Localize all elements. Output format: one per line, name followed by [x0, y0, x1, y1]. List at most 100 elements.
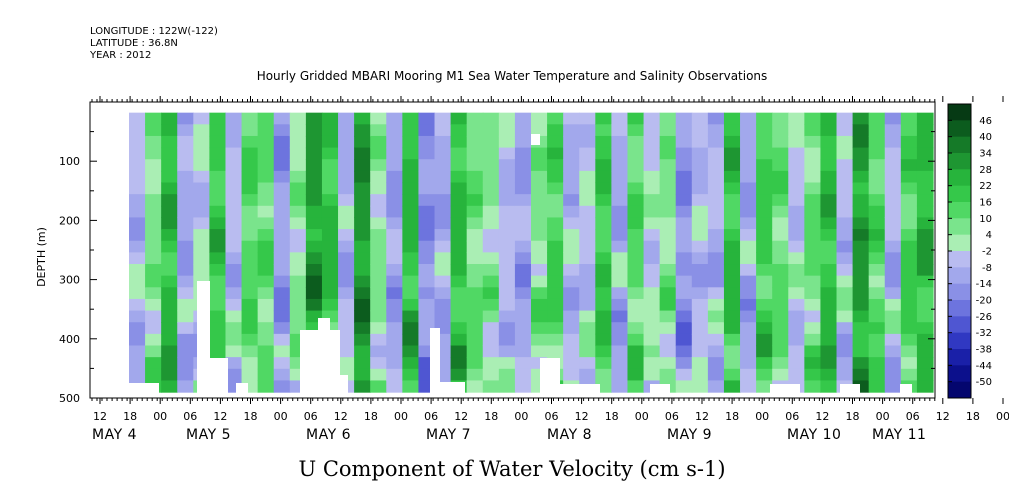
heatmap-cell [595, 333, 612, 347]
heatmap-cell [514, 229, 532, 242]
heatmap-cell [531, 217, 548, 230]
heatmap-cell [370, 275, 387, 288]
heatmap-cell [321, 264, 339, 277]
heatmap-cell [868, 275, 886, 288]
colorbar-label: -38 [976, 345, 992, 356]
x-day-label: MAY 10 [787, 427, 841, 443]
heatmap-cell [338, 345, 355, 358]
heatmap-cell [852, 240, 870, 253]
heatmap-cell [836, 124, 854, 137]
heatmap-cell [402, 182, 420, 195]
heatmap-cell [531, 205, 548, 219]
heatmap-cell [177, 205, 194, 219]
heatmap-cell [659, 357, 677, 370]
heatmap-cell [129, 135, 146, 149]
data-gap [650, 384, 670, 398]
heatmap-cell [563, 264, 580, 277]
heatmap-cell [177, 194, 194, 207]
heatmap-cell [145, 135, 162, 149]
heatmap-cell [836, 322, 854, 335]
heatmap-cell [418, 205, 436, 219]
heatmap-cell [225, 194, 243, 207]
heatmap-cells [129, 112, 934, 393]
heatmap-cell [740, 217, 757, 230]
heatmap-cell [434, 124, 452, 137]
heatmap-cell [257, 380, 275, 393]
heatmap-cell [531, 124, 548, 137]
heatmap-cell [595, 147, 612, 160]
heatmap-cell [723, 229, 741, 242]
heatmap-cell [161, 380, 178, 393]
heatmap-cell [370, 135, 387, 149]
heatmap-cell [627, 380, 645, 393]
heatmap-cell [498, 368, 516, 382]
heatmap-cell [788, 229, 805, 242]
heatmap-cell [338, 182, 355, 195]
heatmap-cell [884, 287, 902, 300]
heatmap-cell [659, 287, 677, 300]
heatmap-cell [788, 298, 805, 312]
heatmap-cell [804, 112, 822, 125]
heatmap-cell [241, 240, 259, 253]
heatmap-cell [707, 124, 725, 137]
heatmap-cell [852, 275, 870, 288]
heatmap-cell [675, 310, 693, 323]
heatmap-cell [756, 357, 773, 370]
heatmap-cell [836, 205, 854, 219]
heatmap-cell [161, 147, 178, 160]
heatmap-cell [788, 333, 805, 347]
heatmap-cell [884, 275, 902, 288]
heatmap-cell [273, 287, 291, 300]
heatmap-cell [723, 205, 741, 219]
heatmap-cell [756, 112, 773, 125]
heatmap-cell [627, 357, 645, 370]
heatmap-cell [338, 217, 355, 230]
heatmap-cell [788, 194, 805, 207]
heatmap-cell [900, 112, 918, 125]
heatmap-cell [916, 322, 934, 335]
heatmap-cell [916, 345, 934, 358]
heatmap-cell [273, 217, 291, 230]
heatmap-cell [659, 159, 677, 172]
heatmap-cell [305, 205, 323, 219]
heatmap-cell [611, 357, 629, 370]
heatmap-cell [482, 345, 500, 358]
heatmap-cell [354, 159, 371, 172]
heatmap-cell [273, 159, 291, 172]
heatmap-cell [482, 322, 500, 335]
heatmap-cell [531, 240, 548, 253]
heatmap-cell [402, 147, 420, 160]
heatmap-cell [418, 310, 436, 323]
heatmap-cell [498, 124, 516, 137]
heatmap-cell [450, 170, 468, 184]
heatmap-cell [579, 357, 596, 370]
heatmap-cell [498, 229, 516, 242]
heatmap-cell [129, 275, 146, 288]
heatmap-cell [643, 112, 661, 125]
heatmap-cell [772, 229, 789, 242]
heatmap-cell [547, 182, 564, 195]
heatmap-cell [659, 345, 677, 358]
heatmap-cell [241, 368, 259, 382]
heatmap-cell [627, 194, 645, 207]
heatmap-cell [498, 205, 516, 219]
heatmap-cell [129, 287, 146, 300]
heatmap-cell [531, 345, 548, 358]
heatmap-cell [225, 159, 243, 172]
heatmap-cell [338, 124, 355, 137]
heatmap-cell [177, 298, 194, 312]
x-day-label: MAY 6 [306, 427, 351, 443]
heatmap-cell [482, 194, 500, 207]
heatmap-cell [305, 298, 323, 312]
heatmap-cell [611, 264, 629, 277]
heatmap-cell [916, 333, 934, 347]
heatmap-cell [145, 147, 162, 160]
heatmap-cell [868, 240, 886, 253]
heatmap-cell [756, 322, 773, 335]
heatmap-cell [354, 135, 371, 149]
heatmap-cell [675, 357, 693, 370]
heatmap-cell [707, 345, 725, 358]
colorbar-segment [948, 153, 971, 170]
heatmap-cell [611, 240, 629, 253]
heatmap-cell [788, 135, 805, 149]
